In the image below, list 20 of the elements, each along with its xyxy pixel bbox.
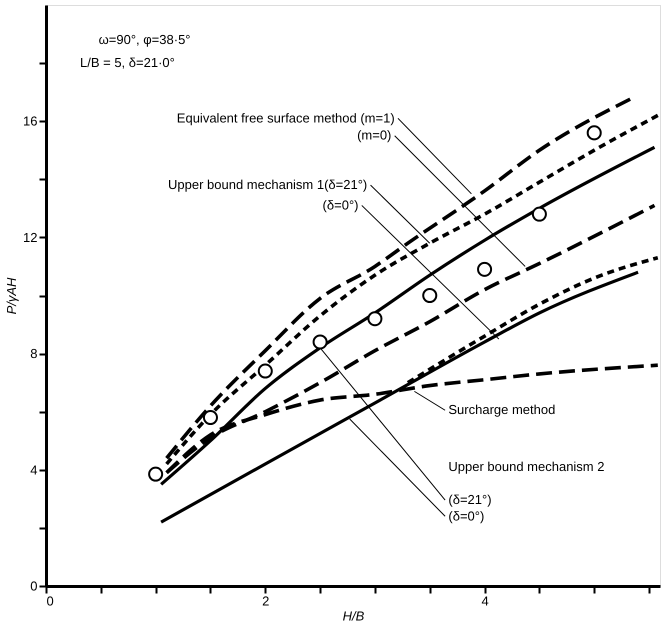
y-tick-label: 0 <box>30 578 38 594</box>
annotation: ω=90°, φ=38·5° <box>98 32 191 47</box>
annotation: Upper bound mechanism 1(δ=21°) <box>168 177 368 192</box>
x-tick-label: 4 <box>481 594 489 608</box>
x-tick-label: 0 <box>46 594 54 608</box>
annotation: (δ=0°) <box>322 197 358 212</box>
y-axis-title: P/γAH <box>4 276 20 314</box>
annotation: (δ=0°) <box>448 508 484 524</box>
annotation: (m=0) <box>357 128 392 143</box>
annotation: Upper bound mechanism 2 <box>448 458 604 474</box>
annotation: (δ=21°) <box>448 492 492 508</box>
annotation: Surcharge method <box>448 402 556 418</box>
x-tick-label: 2 <box>262 594 270 608</box>
y-tick-label: 4 <box>30 462 38 478</box>
x-axis-title: H/B <box>342 608 365 624</box>
text: L/B = 5, δ=21·0° <box>80 55 175 70</box>
y-tick-label: 16 <box>23 114 38 129</box>
y-tick-label: 8 <box>30 346 38 362</box>
y-tick-label: 12 <box>23 230 38 245</box>
annotation: Equivalent free surface method (m=1) <box>176 110 395 126</box>
